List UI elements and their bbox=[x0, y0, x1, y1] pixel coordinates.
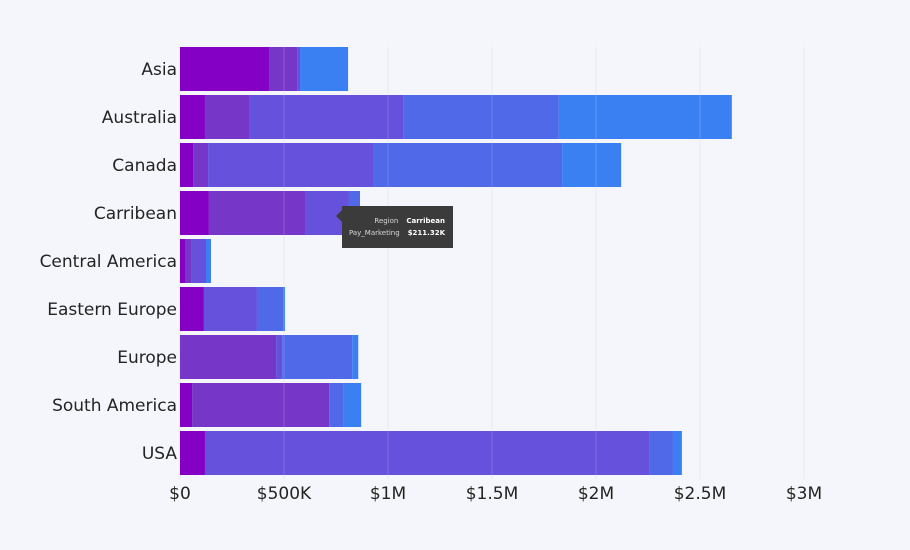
category-label: USA bbox=[142, 444, 178, 464]
bar-segment[interactable] bbox=[208, 191, 306, 235]
tooltip-key: Region bbox=[374, 217, 399, 225]
bar-segment[interactable] bbox=[282, 335, 353, 379]
x-tick-label: $2.5M bbox=[674, 484, 727, 504]
bar-segment[interactable] bbox=[373, 143, 563, 187]
bar-segment[interactable] bbox=[352, 335, 359, 379]
category-labels: Asia Australia Canada Carribean Central Amer… bbox=[40, 60, 178, 464]
x-tick-labels: $0 $500K $1M $1.5M $2M $2.5M $3M bbox=[169, 484, 822, 504]
bar-segment[interactable] bbox=[180, 95, 205, 139]
bar-segment[interactable] bbox=[180, 143, 194, 187]
x-tick-label: $1M bbox=[370, 484, 406, 504]
bar-segment[interactable] bbox=[180, 47, 270, 91]
tooltip-row-region: Region Carribean bbox=[348, 215, 445, 227]
bar-segment[interactable] bbox=[180, 383, 193, 427]
category-label: Central America bbox=[40, 252, 177, 272]
bar-segment[interactable] bbox=[192, 383, 330, 427]
x-tick-label: $3M bbox=[786, 484, 822, 504]
bar-segment[interactable] bbox=[204, 431, 650, 475]
bar-segment[interactable] bbox=[343, 383, 362, 427]
category-label: Carribean bbox=[94, 204, 177, 224]
bar-segment[interactable] bbox=[191, 239, 206, 283]
bar-segment[interactable] bbox=[180, 335, 277, 379]
bar-segment[interactable] bbox=[297, 47, 301, 91]
tooltip-value: $211.32K bbox=[407, 229, 445, 237]
bar-segment[interactable] bbox=[562, 143, 622, 187]
bar-segment[interactable] bbox=[276, 335, 283, 379]
x-tick-label: $1.5M bbox=[466, 484, 519, 504]
bar-segment[interactable] bbox=[300, 47, 349, 91]
category-label: Asia bbox=[141, 60, 177, 80]
category-label: Australia bbox=[102, 108, 177, 128]
category-label: Eastern Europe bbox=[47, 300, 177, 320]
bar-segment[interactable] bbox=[558, 95, 732, 139]
x-tick-label: $0 bbox=[169, 484, 191, 504]
bar-segment[interactable] bbox=[208, 143, 374, 187]
bar-segment[interactable] bbox=[329, 383, 344, 427]
bar-segment[interactable] bbox=[203, 287, 257, 331]
bar-segment[interactable] bbox=[180, 287, 204, 331]
bar-segment[interactable] bbox=[649, 431, 673, 475]
tooltip-key: Pay_Marketing bbox=[348, 229, 400, 237]
bar-segment[interactable] bbox=[184, 239, 192, 283]
bars bbox=[180, 47, 805, 479]
bar-segment[interactable] bbox=[180, 431, 205, 475]
tooltip-value: Carribean bbox=[406, 217, 445, 225]
bar-segment[interactable] bbox=[403, 95, 559, 139]
tooltip-row-measure: Pay_Marketing $211.32K bbox=[348, 227, 445, 239]
category-label: Europe bbox=[117, 348, 177, 368]
bar-segment[interactable] bbox=[180, 191, 209, 235]
bar-segment[interactable] bbox=[269, 47, 298, 91]
bar-segment[interactable] bbox=[282, 287, 286, 331]
x-tick-label: $500K bbox=[257, 484, 312, 504]
bar-segment[interactable] bbox=[180, 239, 185, 283]
bar-segment[interactable] bbox=[206, 239, 211, 283]
bar-segment[interactable] bbox=[204, 95, 250, 139]
bar-segment[interactable] bbox=[672, 431, 682, 475]
bar-segment[interactable] bbox=[256, 287, 283, 331]
x-tick-label: $2M bbox=[578, 484, 614, 504]
category-label: South America bbox=[52, 396, 177, 416]
tooltip: Region Carribean Pay_Marketing $211.32K bbox=[336, 206, 453, 248]
bar-segment[interactable] bbox=[249, 95, 404, 139]
bar-segment[interactable] bbox=[193, 143, 209, 187]
category-label: Canada bbox=[112, 156, 177, 176]
